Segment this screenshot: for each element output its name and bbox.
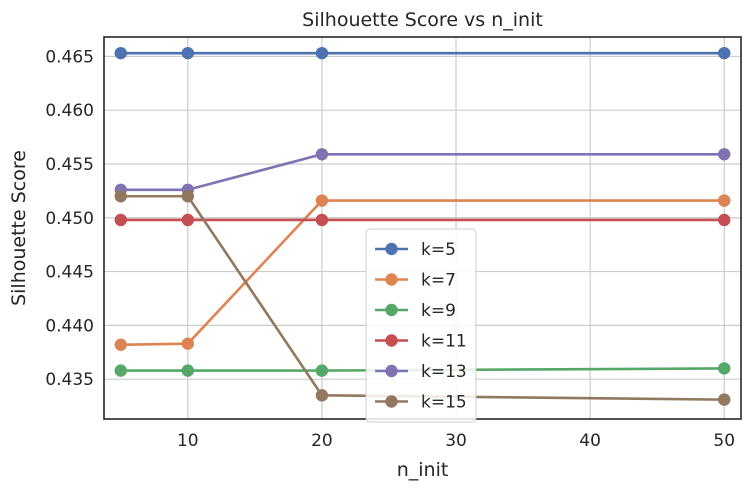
series-line [120, 367, 725, 372]
ticks: 10 20 30 40 50 0.435 0.440 0.445 0.450 0.455 0.460… [45, 47, 735, 451]
y-tick-label: 0.460 [45, 101, 94, 121]
data-point [114, 364, 127, 377]
x-tick-label: 10 [177, 431, 199, 451]
data-point [114, 213, 127, 227]
legend-marker [385, 303, 398, 317]
y-tick-label: 0.455 [45, 155, 94, 175]
series-line [120, 199, 725, 347]
legend-item: k=9 [375, 301, 456, 321]
data-point [718, 46, 731, 60]
data-point [114, 190, 127, 203]
legend: k=5 k=7 k=9 k=11 k=13 k=15 [365, 228, 477, 423]
legend-marker [385, 242, 398, 256]
series-k=9 [114, 362, 731, 377]
data-point [181, 190, 195, 203]
y-tick-label: 0.445 [45, 263, 94, 283]
data-point [114, 338, 127, 351]
data-point [718, 194, 731, 207]
y-tick-label: 0.450 [45, 209, 94, 229]
y-axis-label: Silhouette Score [8, 150, 30, 306]
data-point [718, 362, 731, 375]
x-tick-label: 50 [713, 431, 735, 451]
series-line [120, 152, 725, 192]
legend-label: k=9 [421, 301, 456, 321]
series-k=11 [114, 213, 731, 227]
data-point [315, 148, 329, 161]
data-point [315, 213, 329, 227]
legend-marker [385, 395, 398, 408]
series-k=5 [114, 46, 731, 60]
data-point [315, 46, 329, 60]
series-k=15 [114, 190, 731, 406]
series-k=7 [114, 194, 731, 351]
data-point [718, 393, 731, 406]
legend-label: k=11 [421, 332, 467, 352]
data-point [114, 46, 127, 60]
y-tick-label: 0.465 [45, 47, 94, 67]
legend-marker [385, 273, 398, 286]
legend-label: k=7 [421, 271, 456, 291]
y-tick-label: 0.435 [45, 370, 94, 390]
data-point [181, 46, 195, 60]
data-point [315, 389, 329, 402]
series-k=13 [114, 148, 731, 196]
legend-marker [385, 364, 398, 378]
legend-item: k=13 [375, 362, 467, 382]
x-tick-label: 30 [445, 431, 467, 451]
y-tick-label: 0.440 [45, 316, 94, 336]
legend-label: k=13 [421, 362, 467, 382]
legend-item: k=11 [375, 332, 467, 352]
data-point [718, 148, 731, 161]
data-point [181, 364, 195, 377]
x-axis-label: n_init [397, 459, 449, 481]
series-line [120, 194, 725, 401]
series-layer [114, 46, 731, 406]
data-point [181, 213, 195, 227]
x-tick-label: 40 [579, 431, 601, 451]
chart-title: Silhouette Score vs n_init [302, 9, 543, 31]
data-point [181, 337, 195, 350]
legend-item: k=15 [375, 393, 467, 413]
legend-label: k=5 [421, 240, 456, 260]
data-point [718, 213, 731, 227]
legend-marker [385, 334, 398, 347]
legend-item: k=7 [375, 271, 456, 291]
data-point [315, 194, 329, 207]
legend-item: k=5 [375, 240, 456, 260]
legend-label: k=15 [421, 393, 467, 413]
data-point [315, 364, 329, 377]
x-tick-label: 20 [311, 431, 333, 451]
